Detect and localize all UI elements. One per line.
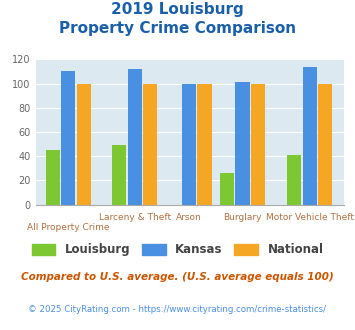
Bar — [143, 83, 157, 205]
Bar — [112, 145, 126, 205]
Text: Burglary: Burglary — [223, 213, 262, 222]
Bar — [287, 155, 301, 205]
Bar — [303, 67, 317, 205]
Text: Larceny & Theft: Larceny & Theft — [99, 213, 171, 222]
Legend: Louisburg, Kansas, National: Louisburg, Kansas, National — [27, 239, 328, 261]
Bar — [127, 69, 142, 205]
Text: © 2025 CityRating.com - https://www.cityrating.com/crime-statistics/: © 2025 CityRating.com - https://www.city… — [28, 305, 327, 314]
Text: Motor Vehicle Theft: Motor Vehicle Theft — [266, 213, 354, 222]
Bar — [318, 83, 333, 205]
Bar — [197, 83, 212, 205]
Text: All Property Crime: All Property Crime — [27, 223, 110, 232]
Bar — [61, 72, 75, 205]
Text: Arson: Arson — [176, 213, 202, 222]
Text: Property Crime Comparison: Property Crime Comparison — [59, 21, 296, 36]
Text: Compared to U.S. average. (U.S. average equals 100): Compared to U.S. average. (U.S. average … — [21, 272, 334, 282]
Text: 2019 Louisburg: 2019 Louisburg — [111, 2, 244, 16]
Bar — [235, 82, 250, 205]
Bar — [220, 173, 234, 205]
Bar — [182, 83, 196, 205]
Bar — [46, 150, 60, 205]
Bar — [251, 83, 265, 205]
Bar — [77, 83, 91, 205]
